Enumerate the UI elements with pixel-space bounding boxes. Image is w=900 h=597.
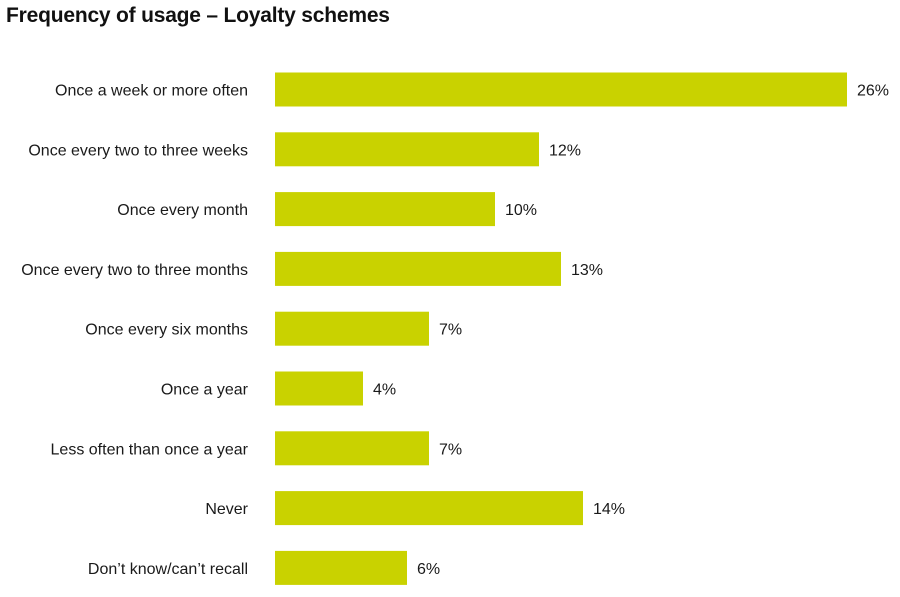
bar-row: Once every two to three weeks 12% bbox=[28, 132, 581, 167]
value-label: 10% bbox=[505, 202, 537, 219]
category-label: Once a week or more often bbox=[55, 83, 248, 100]
bar-row: Once a week or more often 26% bbox=[55, 72, 889, 107]
chart-title: Frequency of usage – Loyalty schemes bbox=[6, 4, 390, 27]
bar bbox=[275, 550, 407, 585]
value-label: 7% bbox=[439, 441, 462, 458]
category-label: Once every two to three months bbox=[21, 262, 248, 279]
bar-row: Once every two to three months 13% bbox=[21, 251, 603, 286]
bar-row: Less often than once a year 7% bbox=[51, 431, 462, 466]
bar bbox=[275, 491, 583, 526]
bar bbox=[275, 251, 561, 286]
bar-row: Once every month 10% bbox=[117, 192, 537, 227]
category-label: Once every six months bbox=[85, 322, 248, 339]
category-label: Once a year bbox=[161, 382, 249, 399]
bar bbox=[275, 371, 363, 406]
category-label: Less often than once a year bbox=[51, 441, 249, 458]
category-label: Don’t know/can’t recall bbox=[88, 561, 248, 578]
value-label: 7% bbox=[439, 322, 462, 339]
value-label: 6% bbox=[417, 561, 440, 578]
bar bbox=[275, 431, 429, 466]
category-label: Once every two to three weeks bbox=[28, 142, 248, 159]
bars-group: Once a week or more often 26% Once every t… bbox=[21, 72, 889, 585]
bar-row: Never 14% bbox=[205, 491, 625, 526]
bar-row: Once every six months 7% bbox=[85, 311, 462, 346]
value-label: 4% bbox=[373, 382, 396, 399]
bar bbox=[275, 72, 847, 107]
value-label: 13% bbox=[571, 262, 603, 279]
category-label: Never bbox=[205, 501, 248, 518]
bar bbox=[275, 132, 539, 167]
category-label: Once every month bbox=[117, 202, 248, 219]
value-label: 14% bbox=[593, 501, 625, 518]
bar bbox=[275, 311, 429, 346]
bar-row: Don’t know/can’t recall 6% bbox=[88, 550, 440, 585]
value-label: 12% bbox=[549, 142, 581, 159]
bar-row: Once a year 4% bbox=[161, 371, 396, 406]
value-label: 26% bbox=[857, 83, 889, 100]
bar bbox=[275, 192, 495, 227]
